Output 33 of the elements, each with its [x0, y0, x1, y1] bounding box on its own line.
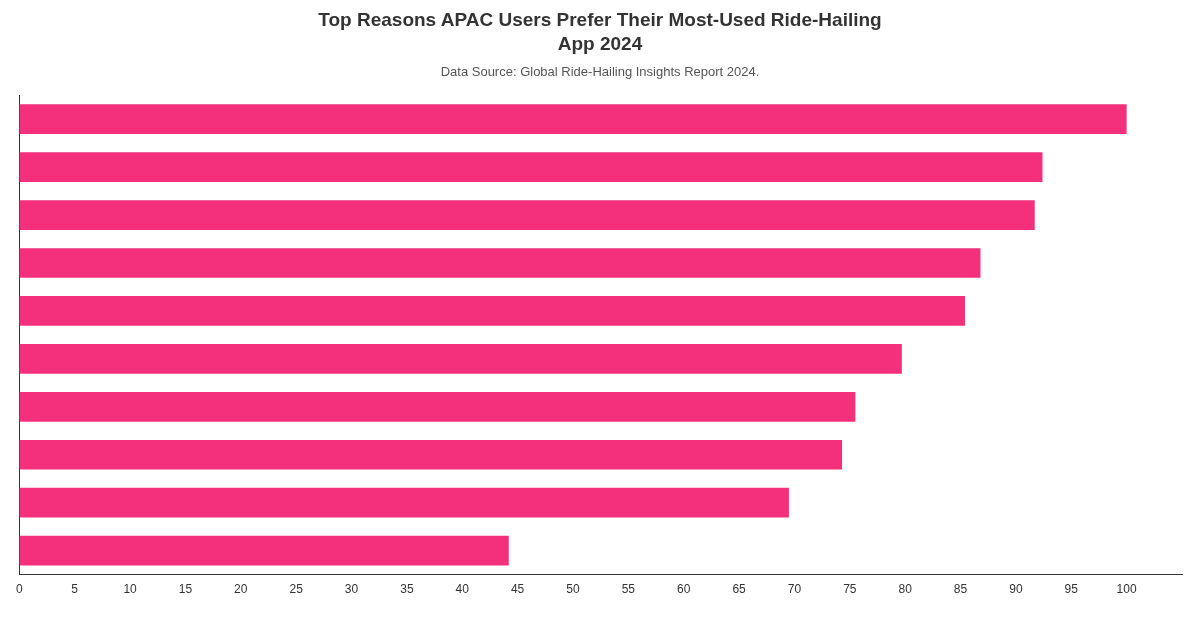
x-tick-label: 45: [510, 582, 525, 597]
x-tick-label: 100: [1116, 582, 1137, 597]
x-tick-label: 55: [621, 582, 636, 597]
bar: [19, 296, 965, 326]
x-tick-label: 50: [566, 582, 580, 597]
x-tick-label: 25: [289, 582, 304, 597]
x-tick-label: 85: [953, 582, 968, 597]
x-tick-label: 70: [787, 582, 802, 597]
x-tick-label: 95: [1064, 582, 1079, 597]
bar: [19, 104, 1127, 135]
x-tick-label: 60: [677, 582, 691, 597]
bar: [19, 439, 843, 470]
bar: [19, 344, 902, 374]
chart-title: Top Reasons APAC Users Prefer Their Most-Used Ride-Hailing App 2024: [317, 8, 883, 56]
x-tick-label: 65: [732, 582, 747, 597]
x-tick-label: 75: [843, 582, 857, 597]
x-tick-label: 15: [178, 582, 193, 597]
x-tick-label: 40: [455, 582, 470, 597]
bar: [19, 200, 1035, 230]
bar: [19, 535, 509, 566]
x-tick-label: 20: [234, 582, 248, 597]
chart-subtitle: Data Source: Global Ride-Hailing Insights Report 2024.: [439, 64, 761, 79]
x-tick-label: 10: [123, 582, 138, 597]
x-tick-label: 0: [15, 582, 23, 597]
bar: [19, 152, 1043, 182]
x-tick-label: 35: [400, 582, 414, 597]
bar: [19, 391, 856, 422]
bar: [19, 487, 789, 518]
x-tick-label: 90: [1009, 582, 1023, 597]
x-tick-label: 80: [898, 582, 913, 597]
x-tick-label: 30: [344, 582, 359, 597]
bar: [19, 248, 981, 278]
x-tick-label: 5: [71, 582, 79, 597]
